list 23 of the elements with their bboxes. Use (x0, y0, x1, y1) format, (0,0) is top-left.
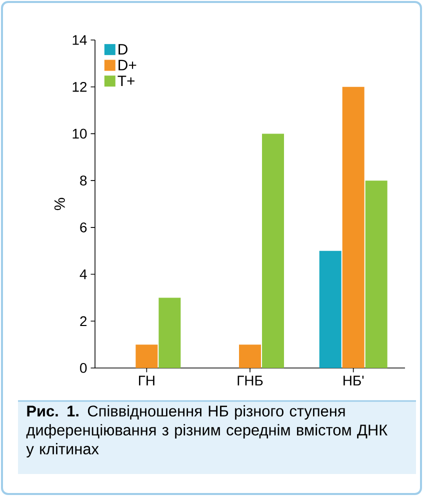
legend-label: D (118, 44, 128, 54)
y-tick-label: 2 (80, 316, 87, 326)
y-tick-label: 0 (80, 363, 87, 373)
bar (262, 134, 284, 368)
y-tick-label: 12 (72, 82, 87, 92)
bar (158, 298, 181, 368)
x-tick-label: ГН (138, 376, 154, 386)
legend-label: T+ (118, 76, 134, 86)
y-tick-label: 8 (80, 176, 87, 186)
y-axis-title: % (54, 198, 65, 210)
text: Рис. 1. Співвідношення НБ різного ступеня диференціювання з різним середнім вмістом ДНК у клітинах (26, 405, 388, 458)
bar (136, 344, 158, 368)
x-tick-label: ГНБ (238, 376, 263, 386)
y-tick-label: 14 (72, 35, 87, 45)
y-tick-label: 6 (80, 222, 87, 232)
legend-label: D+ (118, 60, 136, 70)
bar (319, 250, 342, 368)
bar (365, 180, 388, 368)
bar (342, 86, 364, 368)
y-tick-label: 4 (80, 269, 87, 280)
bar (239, 344, 262, 368)
y-tick-label: 10 (72, 128, 87, 139)
x-tick-label: НБ' (344, 376, 364, 386)
